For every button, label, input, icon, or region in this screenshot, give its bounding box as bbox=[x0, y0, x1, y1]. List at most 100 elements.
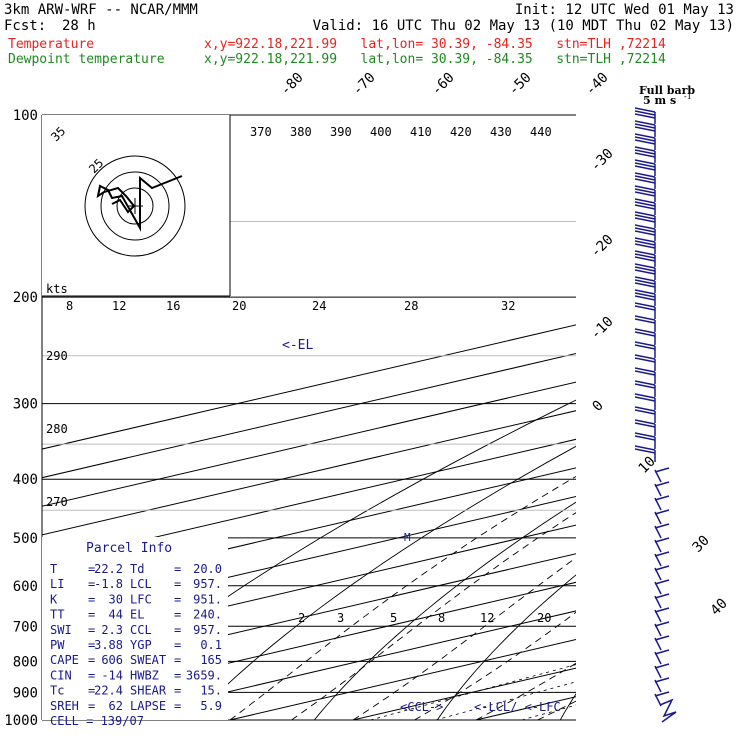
temperature-point-info: x,y=922.18,221.99 lat,lon= 30.39, -84.35… bbox=[204, 37, 666, 52]
wind-barb bbox=[634, 188, 656, 194]
parcel-value: 2.3 bbox=[101, 623, 123, 637]
parcel-key: LAPSE bbox=[130, 699, 166, 713]
speed-label: 28 bbox=[404, 299, 418, 313]
wind-barb bbox=[654, 551, 670, 557]
parcel-eq: = bbox=[174, 562, 181, 576]
speed-label: 16 bbox=[166, 299, 180, 313]
parcel-key: CAPE bbox=[50, 653, 79, 667]
saturation-adiabat bbox=[599, 297, 740, 720]
dewpoint-profile bbox=[716, 115, 740, 720]
pressure-tick-label: 200 bbox=[13, 290, 38, 306]
isotherm-label: -20 bbox=[588, 232, 617, 261]
parcel-key: SREH bbox=[50, 699, 79, 713]
valid-time: Valid: 16 UTC Thu 02 May 13 (10 MDT Thu … bbox=[312, 18, 734, 34]
parcel-key: YGP bbox=[130, 638, 152, 652]
theta-label: 380 bbox=[290, 125, 312, 139]
parcel-key: LCL bbox=[130, 577, 152, 591]
wind-barb bbox=[634, 165, 656, 171]
parcel-eq: = bbox=[88, 653, 95, 667]
parcel-marker-m: M bbox=[404, 531, 411, 544]
init-time: Init: 12 UTC Wed 01 May 13 bbox=[514, 2, 734, 18]
parcel-eq: = bbox=[88, 699, 95, 713]
forecast-label: Fcst: bbox=[4, 18, 47, 34]
wind-barb bbox=[634, 224, 656, 230]
parcel-value: 951. bbox=[193, 592, 222, 606]
isotherm-label: 40 bbox=[708, 596, 731, 619]
hodograph-units-label: kts bbox=[46, 282, 68, 296]
mixing-ratio-label: 8 bbox=[438, 611, 445, 625]
isotherm-label: 30 bbox=[690, 533, 713, 556]
pressure-tick-label: 700 bbox=[13, 619, 38, 635]
wind-barb bbox=[634, 409, 656, 415]
wind-barb bbox=[634, 162, 656, 168]
wind-barb bbox=[634, 276, 656, 282]
saturation-adiabat bbox=[537, 700, 576, 720]
wind-barb bbox=[634, 146, 656, 152]
wind-barb bbox=[634, 204, 656, 210]
wind-barb bbox=[654, 565, 670, 571]
wind-barb bbox=[634, 289, 656, 295]
parcel-key: PW bbox=[50, 638, 65, 652]
wind-barb bbox=[654, 635, 670, 641]
wind-barb bbox=[634, 380, 656, 386]
wind-barb bbox=[654, 593, 670, 599]
saturation-adiabat bbox=[229, 475, 576, 720]
parcel-value: 165 bbox=[200, 653, 222, 667]
pressure-tick-label: 800 bbox=[13, 654, 38, 670]
wind-barb bbox=[634, 253, 656, 259]
isotherm-line bbox=[42, 381, 576, 507]
pressure-tick-label: 500 bbox=[13, 531, 38, 547]
wind-barb bbox=[654, 649, 670, 655]
parcel-value: 606 bbox=[101, 653, 123, 667]
parcel-value: 240. bbox=[193, 608, 222, 622]
wind-barb bbox=[634, 292, 656, 298]
hodograph-ring bbox=[84, 155, 186, 257]
isotherm-label: -10 bbox=[588, 314, 617, 343]
wind-barb bbox=[634, 419, 656, 425]
isotherm-label: 0 bbox=[590, 398, 607, 415]
parcel-eq: = bbox=[88, 623, 95, 637]
wind-barb bbox=[634, 315, 656, 321]
forecast-hour: 28 h bbox=[62, 18, 96, 34]
wind-barb bbox=[654, 467, 670, 473]
wind-barb bbox=[654, 537, 670, 543]
wind-barb bbox=[634, 159, 656, 165]
isotherm-line bbox=[42, 352, 576, 479]
mixing-ratio-label: 12 bbox=[480, 611, 494, 625]
wind-barb bbox=[634, 432, 656, 438]
parcel-key: T bbox=[50, 562, 57, 576]
mixing-ratio-label: 20 bbox=[537, 611, 551, 625]
pressure-tick-label: 300 bbox=[13, 397, 38, 413]
parcel-info-title: Parcel Info bbox=[86, 541, 172, 556]
saturation-adiabat bbox=[414, 611, 576, 720]
parcel-key: Td bbox=[130, 562, 144, 576]
parcel-value: 22.2 bbox=[94, 562, 123, 576]
parcel-key: CIN bbox=[50, 668, 72, 682]
saturation-adiabat bbox=[722, 297, 740, 720]
wind-barb bbox=[634, 149, 656, 155]
wind-barb bbox=[634, 191, 656, 197]
pressure-tick-label: 900 bbox=[13, 685, 38, 701]
parcel-key: SWI bbox=[50, 623, 72, 637]
isotherm-label: -70 bbox=[350, 70, 379, 99]
parcel-eq: = bbox=[174, 577, 181, 591]
parcel-value: -1.8 bbox=[94, 577, 123, 591]
wind-barb bbox=[634, 295, 656, 301]
parcel-value: 957. bbox=[193, 577, 222, 591]
saturation-adiabat bbox=[475, 662, 576, 720]
parcel-key: K bbox=[50, 592, 58, 606]
wind-barb bbox=[634, 370, 656, 376]
wind-barb bbox=[634, 305, 656, 311]
parcel-value: -14 bbox=[101, 668, 123, 682]
parcel-key: EL bbox=[130, 608, 144, 622]
wind-barb bbox=[634, 448, 656, 454]
wind-barb bbox=[634, 227, 656, 233]
dewpoint-legend: Dewpoint temperature bbox=[8, 52, 165, 67]
wind-barb bbox=[634, 393, 656, 399]
wind-barb bbox=[654, 663, 670, 669]
wind-barb bbox=[634, 110, 656, 116]
parcel-eq: = bbox=[174, 608, 181, 622]
wind-barb bbox=[634, 107, 656, 113]
wind-barb bbox=[634, 266, 656, 272]
